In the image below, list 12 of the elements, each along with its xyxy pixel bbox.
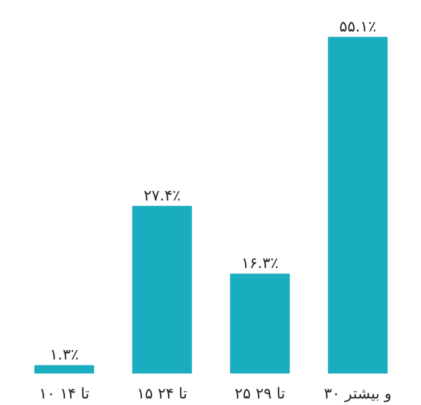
data-label: ۱۶.۳٪ — [241, 254, 278, 272]
data-label: ۵۵.۱٪ — [339, 17, 376, 36]
x-tick-label: ۱۵ تا ۲۴ — [136, 384, 188, 402]
data-label: ۱.۳٪ — [50, 346, 79, 364]
x-tick-label: ۱۰ تا ۱۴ — [38, 384, 90, 402]
bar — [34, 365, 94, 374]
bar — [230, 274, 290, 374]
data-label: ۲۷.۴٪ — [144, 186, 181, 204]
bar — [328, 36, 388, 374]
bar — [132, 206, 192, 374]
x-tick-label: ۲۵ تا ۲۹ — [234, 384, 286, 402]
x-tick-label: ۳۰ و بیشتر — [324, 384, 392, 402]
